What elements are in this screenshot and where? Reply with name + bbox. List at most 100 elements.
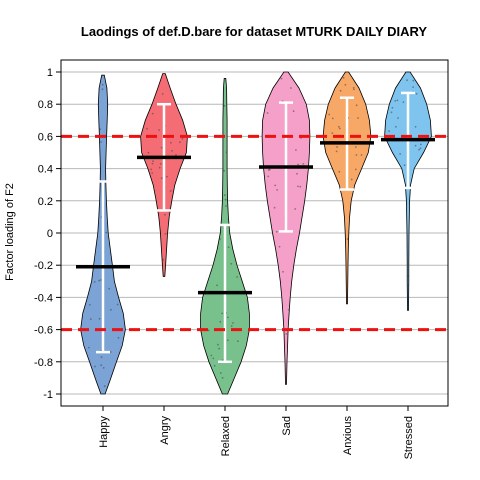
violin-anxious <box>320 71 374 305</box>
data-point <box>237 340 239 343</box>
data-point <box>88 346 90 349</box>
y-axis: 1 0.8 0.6 0.4 0.2 0 -0.2 -0.4 -0.6 -0.8 -1 <box>34 67 61 401</box>
chart-title: Laodings of def.D.bare for dataset MTURK… <box>81 24 428 39</box>
data-point <box>109 351 112 353</box>
data-point <box>219 320 222 323</box>
data-point <box>223 194 226 197</box>
data-point <box>414 144 417 147</box>
data-point <box>336 146 338 148</box>
data-point <box>225 205 227 207</box>
data-point <box>100 364 103 367</box>
data-point <box>280 77 283 80</box>
data-point <box>161 93 164 95</box>
data-point <box>232 322 234 324</box>
data-point <box>94 365 96 368</box>
data-point <box>355 154 358 156</box>
data-point <box>105 231 108 234</box>
data-point <box>164 213 166 216</box>
data-point <box>151 112 154 115</box>
data-point <box>338 127 341 130</box>
data-point <box>158 129 161 131</box>
data-point <box>223 104 226 107</box>
data-point <box>294 208 297 210</box>
y-tick-label: 0 <box>47 228 53 240</box>
data-point <box>415 92 418 95</box>
data-point <box>175 154 177 156</box>
data-point <box>102 367 105 369</box>
y-tick-label: 1 <box>47 67 53 79</box>
data-point <box>166 175 168 178</box>
data-point <box>207 329 210 332</box>
data-point <box>101 83 104 86</box>
data-point <box>418 148 420 151</box>
data-point <box>219 372 222 374</box>
data-point <box>164 232 167 235</box>
y-tick-label: -0.8 <box>34 357 53 369</box>
data-point <box>98 317 101 320</box>
data-point <box>344 83 347 86</box>
data-point <box>151 172 154 174</box>
data-point <box>223 169 226 172</box>
data-point <box>150 168 153 171</box>
data-point <box>276 189 278 191</box>
x-tick-label: Happy <box>98 416 110 448</box>
data-point <box>160 177 163 180</box>
x-tick-label: Stressed <box>403 416 415 459</box>
data-point <box>146 127 149 130</box>
data-point <box>224 198 227 201</box>
data-point <box>406 284 409 287</box>
data-point <box>268 168 271 171</box>
data-point <box>331 132 334 135</box>
data-point <box>116 303 119 306</box>
data-point <box>218 347 221 350</box>
data-point <box>221 312 224 315</box>
data-point <box>339 89 342 92</box>
data-point <box>181 138 184 140</box>
data-point <box>297 185 299 188</box>
data-point <box>331 117 334 120</box>
y-tick-label: -1 <box>43 389 53 401</box>
data-point <box>171 150 173 152</box>
data-point <box>100 141 102 143</box>
data-point <box>117 336 120 339</box>
data-point <box>236 276 238 278</box>
data-point <box>290 87 292 89</box>
data-point <box>287 308 290 311</box>
data-point <box>360 154 363 156</box>
data-point <box>230 262 233 265</box>
data-point <box>396 99 399 102</box>
reference-lines <box>61 134 448 332</box>
data-point <box>93 281 96 283</box>
data-point <box>297 163 299 166</box>
violin-sad <box>259 71 313 385</box>
data-point <box>395 125 397 128</box>
violin-shape <box>384 71 432 311</box>
data-point <box>295 149 297 151</box>
data-point <box>419 147 422 150</box>
data-point <box>213 364 216 367</box>
data-point <box>179 141 181 144</box>
data-point <box>403 164 406 167</box>
data-point <box>266 112 269 114</box>
data-point <box>169 190 172 192</box>
data-point <box>346 238 349 240</box>
data-point <box>103 385 106 388</box>
data-point <box>354 168 357 171</box>
data-point <box>151 162 154 165</box>
x-tick-label: Anxious <box>342 416 354 456</box>
data-point <box>108 287 111 290</box>
data-point <box>147 151 150 154</box>
y-tick-label: -0.6 <box>34 325 53 337</box>
data-point <box>100 356 103 359</box>
data-point <box>216 284 218 287</box>
data-point <box>285 333 288 335</box>
data-point <box>394 100 397 102</box>
violins <box>76 71 435 395</box>
data-point <box>355 104 358 107</box>
data-point <box>284 379 287 381</box>
data-point <box>282 270 284 273</box>
data-point <box>390 111 393 114</box>
data-point <box>160 146 163 149</box>
y-tick-label: 0.4 <box>38 164 53 176</box>
